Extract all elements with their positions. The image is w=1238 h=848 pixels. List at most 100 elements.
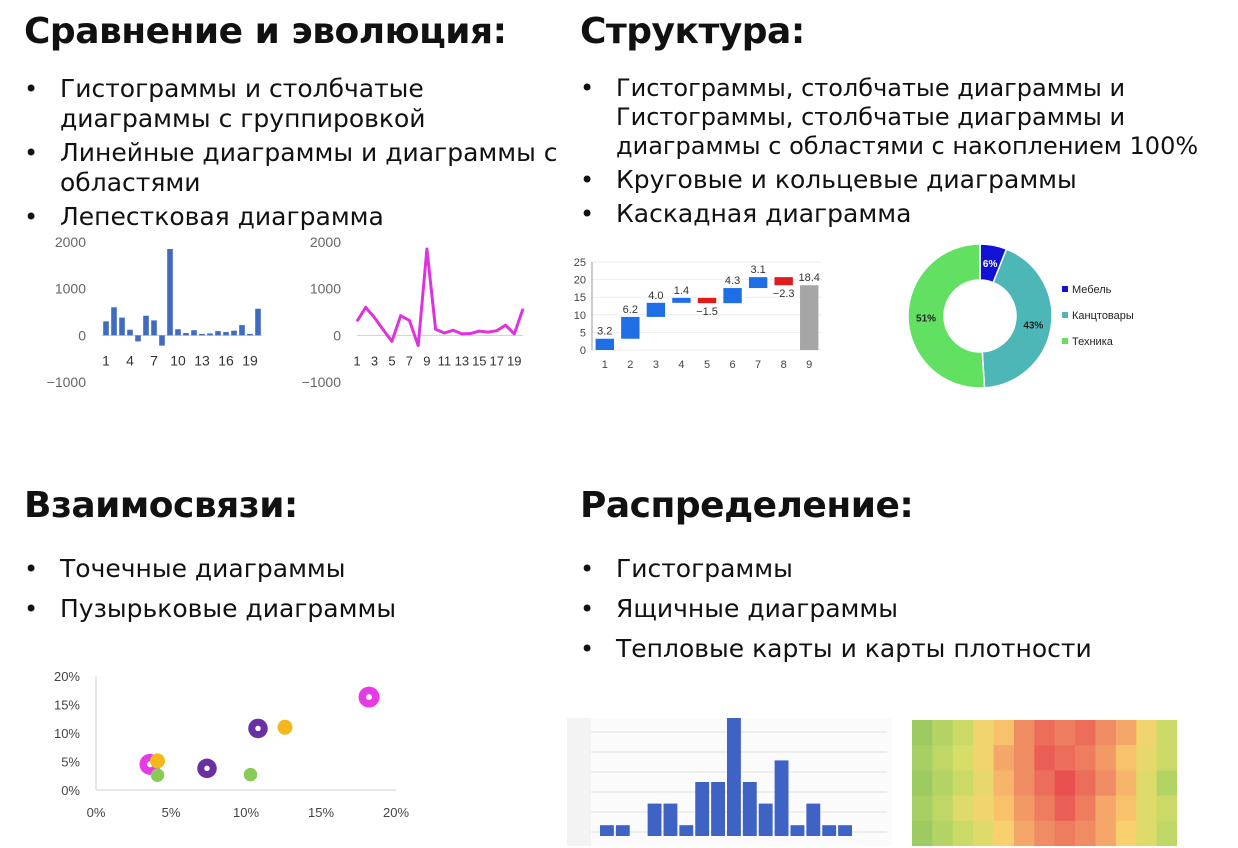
heatmap-cell [993, 820, 1015, 846]
histogram-chart [567, 718, 892, 846]
y-tick-label: 0 [580, 345, 586, 357]
heatmap-cell [1136, 720, 1158, 746]
legend-label: Канцтовары [1072, 310, 1134, 322]
histogram-bar [647, 803, 662, 836]
heatmap-cell [932, 795, 954, 822]
data-label: 3.1 [750, 264, 765, 276]
bullet-item: Лепестковая диаграмма [24, 202, 564, 232]
y-tick-label: 15 [574, 292, 586, 304]
data-label: 4.3 [725, 275, 740, 287]
x-tick-label: 9 [806, 359, 812, 371]
heatmap-cell [1136, 770, 1158, 797]
waterfall-bar [621, 316, 640, 339]
heatmap-cell [932, 820, 954, 846]
heatmap-cell [1075, 820, 1096, 846]
x-tick-label: 5 [388, 353, 395, 368]
x-tick-label: 4 [126, 352, 134, 368]
bar [199, 333, 205, 336]
x-tick-label: 19 [242, 352, 258, 368]
heatmap-cell [973, 770, 995, 797]
y-tick-label: 0% [61, 783, 80, 798]
heatmap-cell [1156, 820, 1177, 846]
legend-swatch [1062, 286, 1068, 292]
heatmap-cell [1013, 720, 1035, 746]
bar [135, 335, 141, 342]
bullet-item: Линейные диаграммы и диаграммы с областя… [24, 138, 564, 198]
histogram-bar [806, 803, 821, 836]
heatmap-cell [973, 745, 995, 771]
x-tick-label: 11 [438, 353, 452, 368]
x-tick-label: 13 [455, 353, 469, 368]
bar-chart: 2000 1000 0 −1000 1 4 7 10 13 16 19 [47, 234, 262, 390]
data-label: 4.0 [648, 290, 663, 302]
heatmap-cell [952, 720, 974, 746]
y-tick-label: 15% [54, 698, 80, 713]
histogram-bar [679, 825, 694, 836]
x-tick-label: 2 [627, 359, 633, 371]
x-tick-label: 7 [755, 359, 761, 371]
heatmap-cell [1075, 770, 1096, 797]
x-tick-label: 1 [602, 359, 608, 371]
histogram-bar [822, 825, 837, 836]
histogram-bar [663, 803, 678, 836]
heatmap-cell [1013, 795, 1035, 822]
y-tick-label: 10 [574, 310, 586, 322]
heatmap-cell [912, 795, 933, 822]
bar [247, 333, 253, 336]
bullet-item: Каскадная диаграмма [580, 199, 1235, 229]
section-title-distribution: Распределение: [580, 485, 914, 526]
heatmap-cell [912, 770, 933, 797]
bubble-hole [255, 725, 261, 732]
heatmap-cell [1095, 770, 1117, 797]
heatmap-cell [1156, 720, 1177, 746]
bubble-hole [204, 765, 210, 772]
bullet-list-relations: Точечные диаграммы Пузырьковые диаграммы [24, 554, 564, 624]
bullet-item: Пузырьковые диаграммы [24, 594, 564, 624]
y-tick-label: 5% [61, 755, 80, 770]
heatmap-cell [1013, 770, 1035, 797]
heatmap-cell [1115, 770, 1137, 797]
heatmap-cell [912, 745, 933, 771]
bar [119, 317, 125, 336]
heatmap-cell [993, 795, 1015, 822]
heatmap-cell [1034, 720, 1056, 746]
heatmap-cell [952, 745, 974, 771]
heatmap-cell [1095, 720, 1117, 746]
bullet-item: Тепловые карты и карты плотности [580, 634, 1235, 664]
bar [127, 329, 133, 336]
slice-label: 51% [916, 314, 936, 325]
heatmap-cell [1054, 820, 1076, 846]
waterfall-bar [697, 297, 717, 304]
heatmap-cell [1013, 820, 1035, 846]
y-tick-label: −1000 [47, 374, 87, 390]
heatmap-cell [952, 795, 974, 822]
heatmap-cell [1115, 720, 1137, 746]
data-label: 18.4 [799, 272, 820, 284]
histogram-bar [790, 825, 805, 836]
data-label: −1.5 [696, 306, 718, 318]
bar [191, 330, 197, 336]
y-tick-label: 2000 [310, 234, 341, 250]
x-tick-label: 15 [472, 353, 486, 368]
heatmap-cell [1095, 795, 1117, 822]
heatmap-cell [1075, 795, 1096, 822]
histogram-bar [742, 782, 757, 836]
heatmap-cell [993, 720, 1015, 746]
section-title-relations: Взаимосвязи: [24, 485, 298, 526]
bullet-item: Круговые и кольцевые диаграммы [580, 165, 1235, 195]
heatmap-cell [1034, 745, 1056, 771]
x-tick-label: 1 [102, 352, 110, 368]
x-tick-label: 5 [704, 359, 710, 371]
histogram-bar [727, 718, 741, 836]
donut-chart: 6% 43% 51% Мебель Канцтовары Техника [907, 243, 1134, 389]
waterfall-bar [774, 277, 793, 286]
bar [143, 315, 149, 336]
heatmap-cell [932, 770, 954, 797]
slice-label: 6% [983, 259, 998, 270]
heatmap-cell [932, 745, 954, 771]
y-tick-label: 1000 [55, 281, 86, 297]
x-tick-label: 17 [490, 353, 504, 368]
data-label: 1.4 [674, 285, 689, 297]
x-tick-label: 7 [150, 352, 158, 368]
